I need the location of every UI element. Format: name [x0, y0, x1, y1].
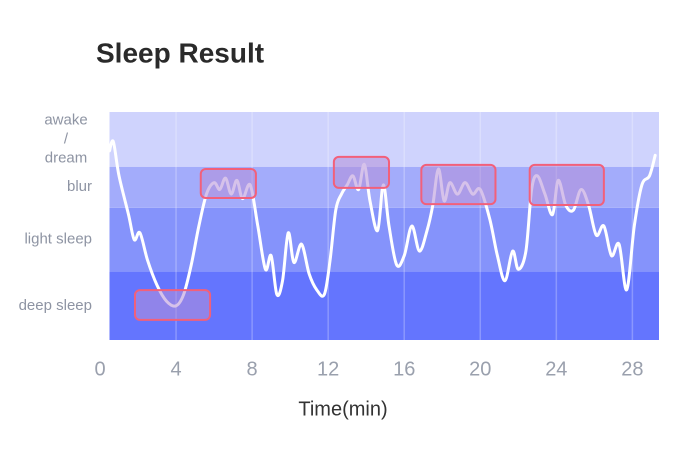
highlight-box	[332, 155, 391, 189]
highlight-box	[528, 163, 605, 207]
x-tick-label: 16	[393, 358, 415, 380]
x-tick-label: 24	[545, 358, 567, 380]
x-tick-label: 0	[94, 358, 105, 380]
y-band-label: /	[64, 130, 69, 147]
highlight-box	[420, 163, 497, 206]
y-band-label: blur	[67, 178, 92, 195]
y-band-label: dream	[45, 149, 88, 166]
x-tick-label: 20	[469, 358, 491, 380]
y-band-label: deep sleep	[19, 297, 92, 314]
y-band-label: light sleep	[24, 231, 92, 248]
x-tick-label: 8	[247, 358, 258, 380]
highlight-box	[199, 168, 257, 199]
x-tick-label: 4	[170, 358, 181, 380]
highlight-box	[133, 289, 212, 321]
x-tick-label: 28	[621, 358, 643, 380]
x-tick-label: 12	[317, 358, 339, 380]
y-band-label: awake	[44, 111, 87, 128]
x-axis-label: Time(min)	[298, 398, 387, 420]
chart-title: Sleep Result	[96, 37, 264, 68]
